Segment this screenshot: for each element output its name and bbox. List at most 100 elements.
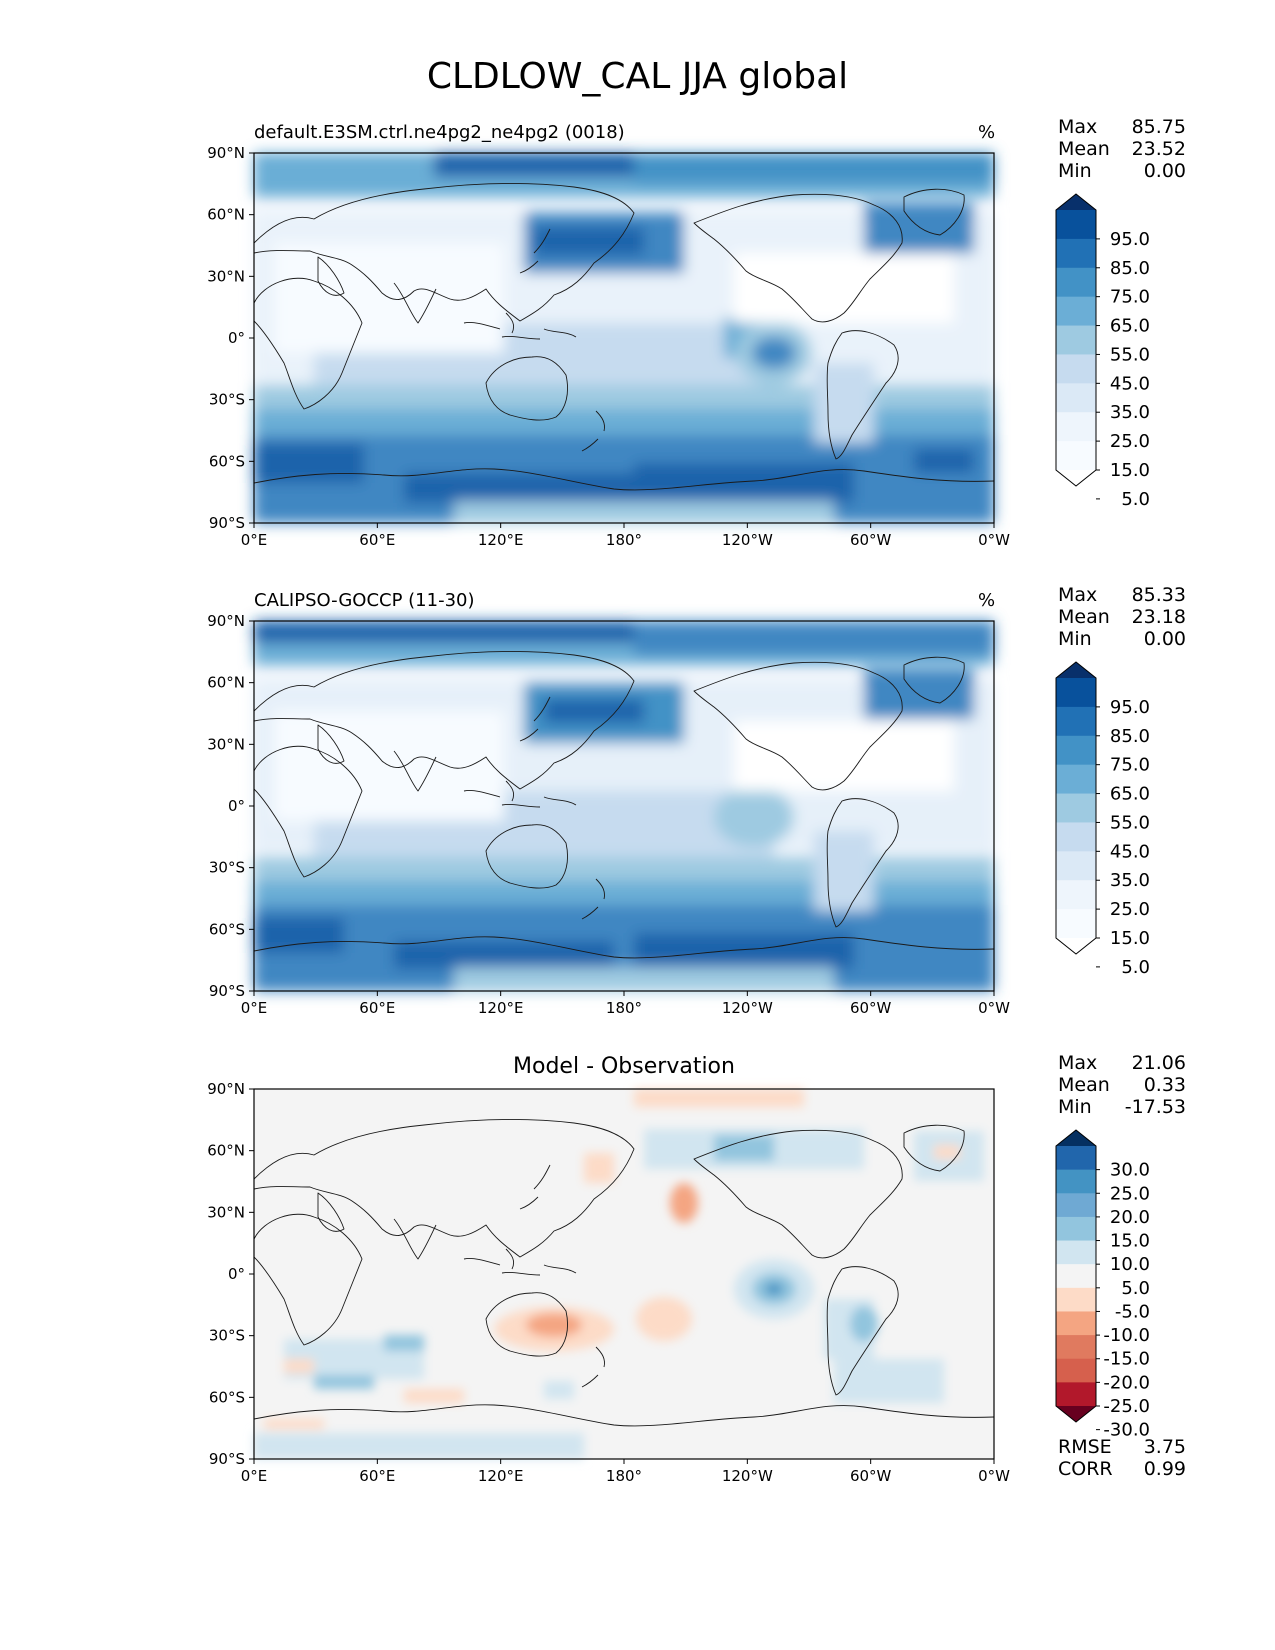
colorbar-label: 95.0 xyxy=(1110,229,1150,250)
colorbar-label: 95.0 xyxy=(1110,697,1150,718)
x-tick-label: 120°E xyxy=(478,531,524,549)
colorbar-segment xyxy=(1056,1216,1096,1242)
colorbar-segment xyxy=(1056,851,1096,881)
y-tick-label: 30°S xyxy=(209,391,245,409)
colorbar-label: -20.0 xyxy=(1103,1372,1150,1393)
colorbar-label: 35.0 xyxy=(1110,870,1150,891)
colorbar-segment xyxy=(1056,880,1096,910)
y-tick-label: 60°S xyxy=(209,920,245,938)
x-tick-label: 120°W xyxy=(722,531,773,549)
y-tick-label: 90°N xyxy=(207,612,245,630)
y-tick-label: 30°N xyxy=(207,1203,245,1221)
x-tick-label: 0°W xyxy=(978,999,1010,1017)
x-tick-label: 0°W xyxy=(978,1467,1010,1485)
colorbar-label: 25.0 xyxy=(1110,899,1150,920)
colorbar-extend-max xyxy=(1056,662,1096,678)
colorbar-label: 15.0 xyxy=(1110,1231,1150,1252)
y-tick-label: 60°N xyxy=(207,206,245,224)
y-tick-label: 30°N xyxy=(207,267,245,285)
x-tick-label: 60°E xyxy=(359,999,395,1017)
colorbar-label: 30.0 xyxy=(1110,1160,1150,1181)
colorbar-segment xyxy=(1056,1287,1096,1312)
map-panel-difference xyxy=(253,1088,995,1460)
x-tick-label: 0°E xyxy=(241,531,268,549)
y-tick-label: 60°N xyxy=(207,1142,245,1160)
y-tick-label: 30°S xyxy=(209,1327,245,1345)
figure-title: CLDLOW_CAL JJA global xyxy=(426,56,849,97)
colorbar-extend-max xyxy=(1056,194,1096,210)
colorbar-label: 5.0 xyxy=(1121,957,1150,978)
colorbar-segment xyxy=(1056,678,1096,708)
colorbar-segment xyxy=(1056,325,1096,355)
x-tick-label: 60°W xyxy=(850,531,892,549)
colorbar-segment xyxy=(1056,1146,1096,1171)
colorbar-segment xyxy=(1056,735,1096,766)
colorbar-segment xyxy=(1056,1193,1096,1218)
y-tick-label: 0° xyxy=(228,797,245,815)
colorbar-segment xyxy=(1056,1382,1096,1407)
colorbar-segment xyxy=(1056,1311,1096,1336)
colorbar-label: 25.0 xyxy=(1110,431,1150,452)
colorbar-segment xyxy=(1056,793,1096,823)
colorbar: 95.0 85.0 75.0 65.0 55.0 45.0 35.0 25.0 15.0 5.0 xyxy=(1055,193,1150,510)
x-tick-label: 60°E xyxy=(359,531,395,549)
y-tick-label: 60°S xyxy=(209,1388,245,1406)
panel1-label: default.E3SM.ctrl.ne4pg2_ne4pg2 (0018) xyxy=(254,122,625,143)
colorbar-extend-min xyxy=(1056,938,1096,954)
colorbar-segment xyxy=(1056,822,1096,852)
colorbar-label: 20.0 xyxy=(1110,1207,1150,1228)
colorbar-segment xyxy=(1056,383,1096,413)
colorbar-label: 35.0 xyxy=(1110,402,1150,423)
y-tick-label: 60°N xyxy=(207,674,245,692)
colorbar-segment xyxy=(1056,1335,1096,1360)
colorbar-segment xyxy=(1056,441,1096,471)
colorbar-label: -10.0 xyxy=(1103,1325,1150,1346)
colorbar-label: 15.0 xyxy=(1110,460,1150,481)
colorbar-extend-min xyxy=(1056,1406,1096,1422)
colorbar-extend-min xyxy=(1056,470,1096,486)
panel1-units: % xyxy=(978,122,996,143)
colorbar-segment xyxy=(1056,1169,1096,1194)
colorbar-segment xyxy=(1056,1264,1096,1289)
colorbar-label: -5.0 xyxy=(1115,1301,1150,1322)
x-tick-label: 60°W xyxy=(850,1467,892,1485)
x-tick-label: 0°E xyxy=(241,999,268,1017)
colorbar-label: -30.0 xyxy=(1103,1420,1150,1441)
colorbar-label: 75.0 xyxy=(1110,755,1150,776)
colorbar-label: 85.0 xyxy=(1110,726,1150,747)
x-tick-label: 60°E xyxy=(359,1467,395,1485)
colorbar: 30.025.0 20.0 15.010.0 5.0-5.0 -10.0 -15.0-20… xyxy=(1055,1129,1150,1441)
panel3-title: Model - Observation xyxy=(513,1054,735,1079)
panel2-units: % xyxy=(978,590,996,611)
x-tick-label: 180° xyxy=(606,1467,642,1485)
x-tick-label: 120°W xyxy=(722,1467,773,1485)
colorbar-label: 5.0 xyxy=(1121,1278,1150,1299)
colorbars: 95.0 85.0 75.0 65.0 55.0 45.0 35.0 25.0 15.0 5.0 9… xyxy=(1055,193,1150,1441)
axis-ticks: 0°E 60°E 120°E 180° 120°W 60°W 0°W 90°N 60°N 30°N… xyxy=(207,144,1010,1485)
colorbar-segment xyxy=(1056,238,1096,269)
panel2-label: CALIPSO-GOCCP (11-30) xyxy=(254,590,475,611)
y-tick-label: 60°S xyxy=(209,452,245,470)
y-tick-label: 90°N xyxy=(207,144,245,162)
y-tick-label: 90°S xyxy=(209,514,245,532)
x-tick-label: 180° xyxy=(606,999,642,1017)
y-tick-label: 0° xyxy=(228,1265,245,1283)
colorbar-label: -15.0 xyxy=(1103,1349,1150,1370)
colorbar-extend-max xyxy=(1056,1130,1096,1146)
colorbar-label: 65.0 xyxy=(1110,784,1150,805)
x-tick-label: 120°E xyxy=(478,1467,524,1485)
colorbar-label: 65.0 xyxy=(1110,316,1150,337)
colorbar-segment xyxy=(1056,909,1096,939)
colorbar-segment xyxy=(1056,210,1096,240)
x-tick-label: 0°E xyxy=(241,1467,268,1485)
colorbar-label: 75.0 xyxy=(1110,287,1150,308)
colorbar: 95.0 85.0 75.0 65.0 55.0 45.0 35.0 25.0 15.0 5.0 xyxy=(1055,661,1150,978)
colorbar-label: 55.0 xyxy=(1110,812,1150,833)
colorbar-label: 45.0 xyxy=(1110,373,1150,394)
colorbar-segment xyxy=(1056,764,1096,795)
colorbar-label: -25.0 xyxy=(1103,1396,1150,1417)
map-panel-observation xyxy=(253,620,995,992)
colorbar-label: 25.0 xyxy=(1110,1183,1150,1204)
colorbar-segment xyxy=(1056,354,1096,384)
y-tick-label: 90°N xyxy=(207,1080,245,1098)
